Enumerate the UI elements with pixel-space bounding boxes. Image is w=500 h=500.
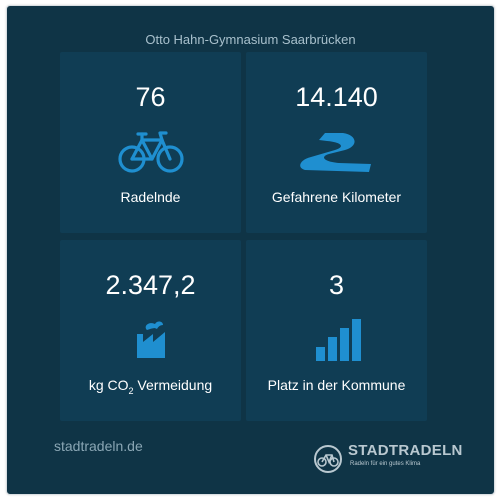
stat-tile-ranking: 3 Platz in der Kommune [246,240,427,421]
stat-tile-co2: 2.347,2 kg CO2 Vermeidung [60,240,241,421]
stat-label: Gefahrene Kilometer [271,189,402,205]
stadtradeln-logo[interactable]: STADTRADELN Radeln für ein gutes Klima [312,442,462,476]
stat-label: Radelnde [120,189,181,205]
stat-value: 3 [328,270,345,300]
site-link[interactable]: stadtradeln.de [54,438,143,454]
factory-icon [60,312,241,368]
bicycle-icon [60,124,241,180]
logo-tagline: Radeln für ein gutes Klima [350,461,421,467]
stat-label: kg CO2 Vermeidung [88,377,213,396]
logo-name: STADTRADELN [348,442,463,459]
stat-label: Platz in der Kommune [267,377,406,393]
page-title: Otto Hahn-Gymnasium Saarbrücken [145,32,356,47]
road-icon [246,124,427,180]
stat-tile-kilometers: 14.140 Gefahrene Kilometer [246,52,427,233]
stat-value: 2.347,2 [105,270,196,300]
logo-bike-icon [314,445,342,473]
stat-value: 76 [135,82,166,112]
ranking-bars-icon [246,312,427,368]
stat-value: 14.140 [295,82,378,112]
stat-tile-participants: 76 Radelnde [60,52,241,233]
